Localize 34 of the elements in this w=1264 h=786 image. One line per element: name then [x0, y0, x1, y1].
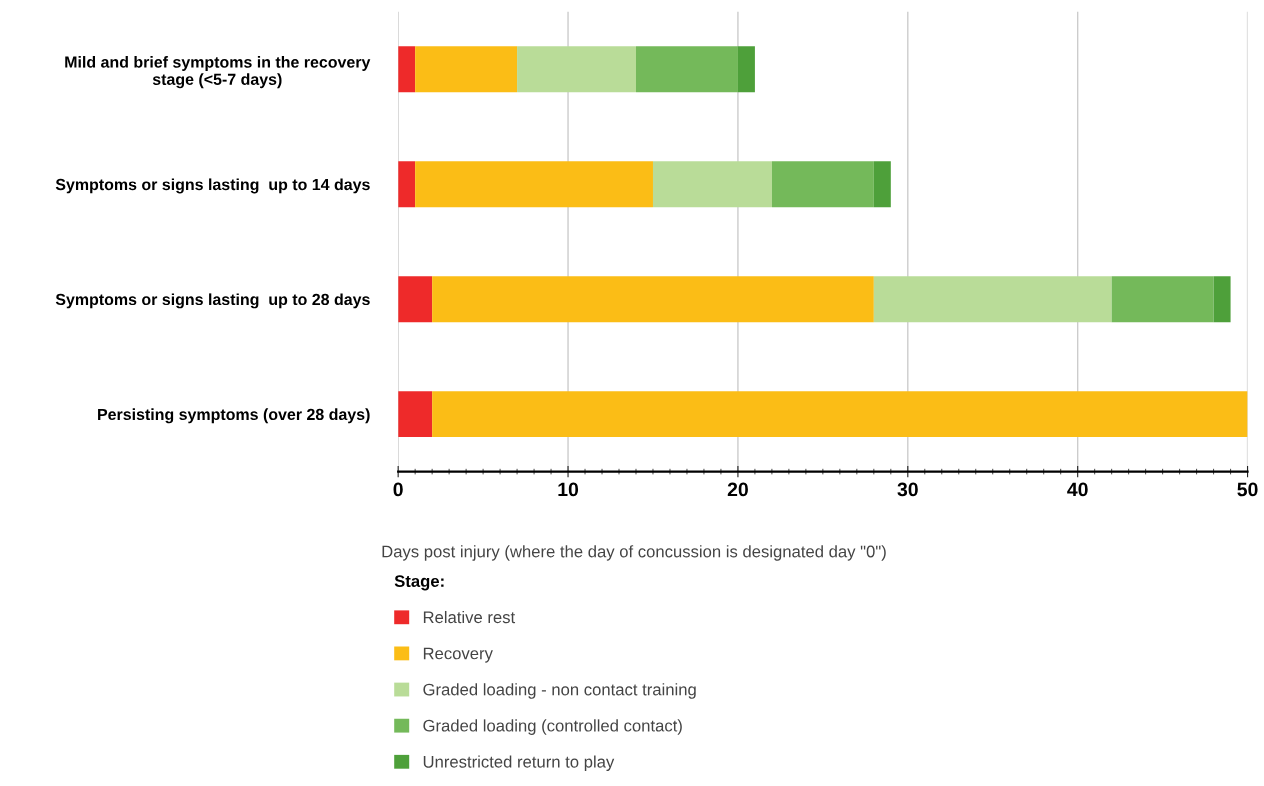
legend-label: Graded loading (controlled contact) — [423, 719, 682, 735]
y-tick-label: Mild and brief symptoms in the recovery stage (<5-7 days) — [65, 56, 371, 89]
legend-title: Stage: — [394, 575, 444, 591]
x-tick-label: 50 — [1237, 482, 1258, 497]
bar — [873, 161, 891, 208]
bar — [432, 391, 1248, 438]
bar — [398, 46, 416, 93]
x-tick-label: 30 — [897, 482, 918, 497]
bar — [635, 46, 738, 93]
bar — [415, 46, 518, 93]
bar — [737, 46, 755, 93]
y-tick-label: Persisting symptoms (over 28 days) — [98, 408, 370, 424]
legend-label: Unrestricted return to play — [423, 755, 615, 771]
bar — [415, 161, 653, 208]
bar — [873, 276, 1112, 323]
x-tick-label: 20 — [727, 482, 748, 497]
bar — [432, 276, 874, 323]
x-tick-label: 40 — [1067, 482, 1088, 497]
x-axis-title: Days post injury (where the day of concussion is designated day "0") — [382, 545, 886, 561]
x-tick-label: 10 — [558, 482, 579, 497]
y-tick-label: Symptoms or signs lasting up to 28 days — [55, 293, 370, 309]
bar — [398, 161, 416, 208]
legend-label: Recovery — [423, 647, 493, 663]
bar — [1213, 276, 1231, 323]
bar — [398, 276, 433, 323]
y-tick-label: Symptoms or signs lasting up to 14 days — [55, 178, 370, 194]
bar — [398, 391, 433, 438]
bar — [1111, 276, 1214, 323]
legend-label: Graded loading - non contact training — [423, 683, 696, 699]
bar — [771, 161, 874, 208]
legend-label: Relative rest — [423, 610, 516, 624]
x-tick-label: 0 — [393, 482, 403, 497]
bar — [517, 46, 636, 93]
bar — [652, 161, 772, 208]
